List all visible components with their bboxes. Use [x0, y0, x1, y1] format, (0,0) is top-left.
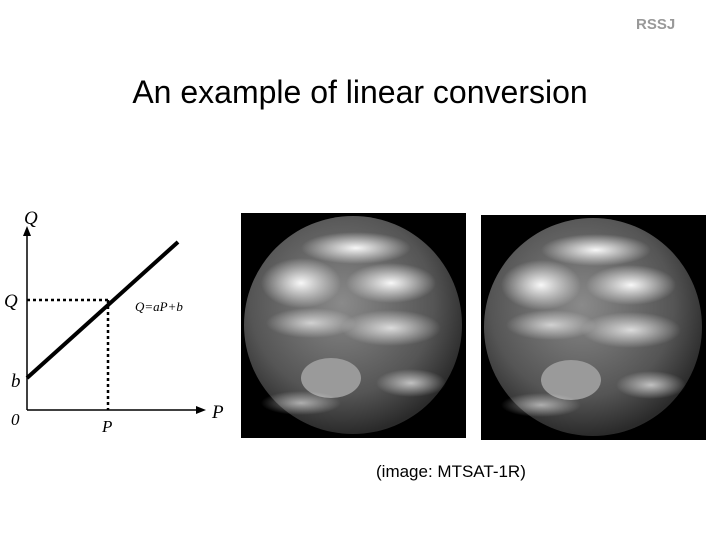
- q-marker: Q: [4, 291, 18, 312]
- p-marker: P: [101, 417, 112, 436]
- satellite-image: [241, 213, 466, 438]
- b-marker: b: [11, 371, 21, 392]
- x-axis-label: P: [211, 402, 224, 423]
- linear-diagram: Q Q b 0 P P Q=aP+b: [4, 208, 224, 436]
- slide-title: An example of linear conversion: [132, 74, 588, 110]
- satellite-image-converted: [481, 215, 706, 440]
- logo: RSSJ: [636, 16, 676, 33]
- equation: Q=aP+b: [135, 299, 183, 314]
- y-axis-label: Q: [24, 208, 38, 229]
- x-arrow: [196, 406, 206, 414]
- origin-label: 0: [11, 410, 20, 429]
- y-arrow: [23, 226, 31, 236]
- caption: (image: MTSAT-1R): [376, 462, 526, 481]
- conversion-line: [25, 240, 180, 380]
